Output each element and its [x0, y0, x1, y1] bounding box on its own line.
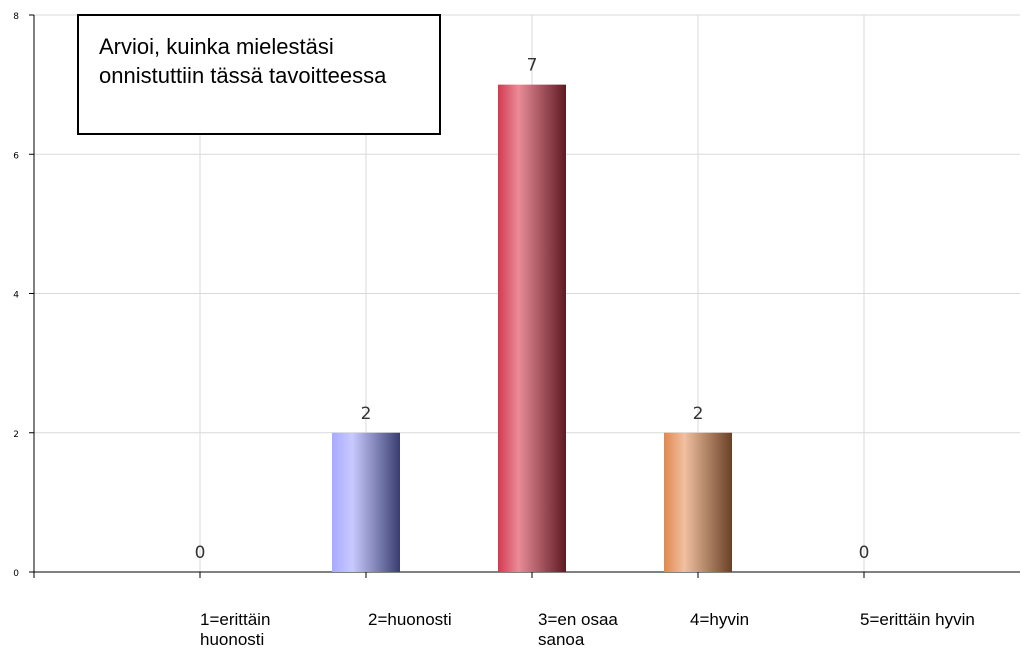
axes: 0 2 4 6 8 [13, 12, 1020, 579]
y-tick-label: 8 [13, 12, 19, 22]
bars [332, 84, 732, 572]
y-tick-label: 4 [13, 291, 19, 301]
data-label: 0 [195, 543, 206, 563]
y-tick-label: 2 [13, 430, 19, 440]
bar [664, 432, 732, 572]
chart-title: Arvioi, kuinka mielestäsi onnistuttiin t… [77, 14, 441, 135]
x-tick-label: 3=en osaa sanoa [538, 610, 618, 649]
data-labels: 0 2 7 2 0 [195, 56, 870, 563]
x-tick-label: 2=huonosti [368, 610, 452, 629]
data-label: 2 [693, 404, 704, 424]
bar [498, 84, 566, 572]
data-label: 7 [527, 56, 538, 76]
y-tick-label: 0 [13, 569, 19, 579]
x-tick-label: 5=erittäin hyvin [860, 610, 975, 629]
data-label: 0 [859, 543, 870, 563]
x-tick-label: 4=hyvin [690, 610, 750, 629]
data-label: 2 [361, 404, 372, 424]
bar [332, 432, 400, 572]
y-tick-label: 6 [13, 151, 19, 161]
x-tick-label: 1=erittäin huonosti [200, 610, 271, 649]
